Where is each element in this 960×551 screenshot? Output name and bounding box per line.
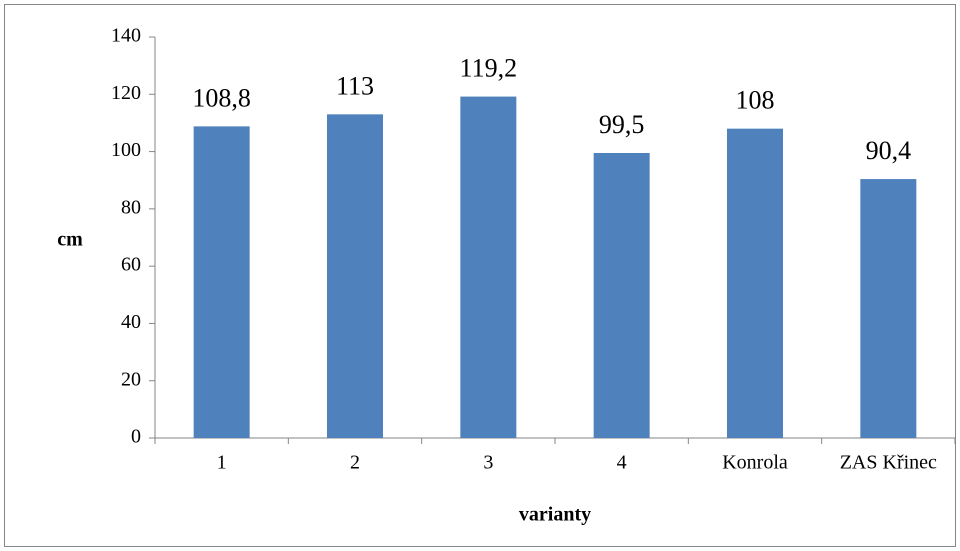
bar	[193, 126, 250, 438]
y-tick-label: 0	[131, 426, 141, 448]
x-tick-label: Konrola	[722, 452, 788, 474]
bar	[327, 114, 383, 438]
data-label: 108,8	[192, 83, 251, 112]
x-tick-label: 4	[617, 452, 627, 474]
data-label: 119,2	[460, 54, 518, 83]
y-tick-label: 120	[111, 82, 141, 104]
bar	[860, 179, 917, 438]
data-label: 113	[336, 71, 374, 100]
bar	[593, 153, 650, 438]
y-tick-label: 20	[121, 368, 141, 390]
x-tick-label: 2	[350, 452, 360, 474]
y-tick-label: 80	[121, 196, 141, 218]
x-tick-label: 1	[217, 452, 227, 474]
x-axis-label: varianty	[519, 504, 591, 526]
x-tick-label: ZAS Křinec	[840, 452, 937, 474]
data-label: 90,4	[866, 136, 912, 165]
bar	[727, 128, 783, 438]
y-axis-label: cm	[57, 229, 83, 251]
bar	[460, 96, 517, 438]
y-tick-label: 100	[111, 139, 141, 161]
y-tick-label: 60	[121, 254, 141, 276]
data-label: 108	[736, 86, 775, 115]
y-tick-label: 40	[121, 311, 141, 333]
x-tick-label: 3	[483, 452, 493, 474]
data-label: 99,5	[599, 110, 645, 139]
y-tick-label: 140	[111, 25, 141, 47]
